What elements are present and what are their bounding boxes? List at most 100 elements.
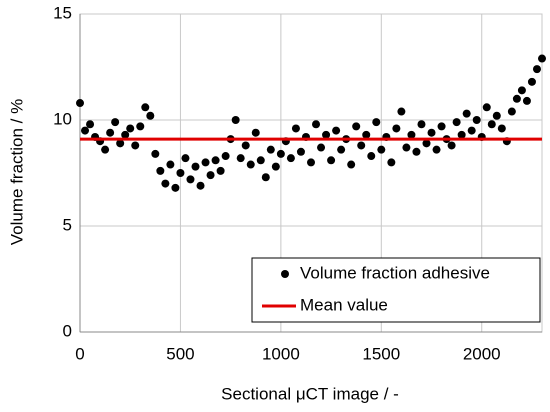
data-point [437,122,446,131]
y-tick-label: 10 [53,109,72,128]
data-point [357,141,366,150]
y-axis-label: Volume fraction / % [7,99,26,245]
data-point [367,152,376,161]
legend-label: Mean value [300,295,388,314]
data-point [186,175,195,184]
data-point [407,130,416,139]
data-point [261,173,270,182]
data-point [211,156,220,165]
data-point [231,116,240,124]
data-point [141,103,150,112]
data-point [156,166,165,175]
data-point [201,158,210,167]
data-point [126,124,135,133]
data-point [377,145,386,154]
data-point [161,179,170,188]
data-point [291,124,300,133]
data-point [538,54,546,63]
data-point [146,111,155,120]
data-point [86,120,95,129]
data-point [101,145,110,154]
data-point [427,128,436,137]
data-point [266,145,275,154]
data-point [307,158,315,167]
data-point [286,154,295,163]
data-point [497,124,506,133]
data-point [166,160,175,169]
data-point [221,152,230,161]
data-point [362,130,371,139]
data-point [271,162,280,171]
data-point [517,86,526,95]
data-point [397,107,406,116]
data-point [527,77,536,86]
data-point [372,118,381,127]
data-point [392,124,401,133]
data-point [111,118,120,127]
data-point [412,147,421,156]
x-tick-label: 2000 [463,344,501,363]
data-point [121,130,130,139]
data-point [296,147,305,156]
data-point [337,145,346,154]
data-point [76,99,84,108]
data-point [81,126,90,135]
data-point [106,128,115,137]
data-point [447,141,456,150]
data-point [347,160,356,169]
data-point [422,139,431,148]
data-point [176,169,185,177]
x-tick-label: 0 [75,344,84,363]
y-tick-label: 15 [53,3,72,22]
data-point [131,141,140,150]
data-point [492,111,501,120]
data-point [136,122,145,131]
data-point [482,103,491,112]
data-point [512,94,521,103]
data-point [417,120,426,129]
data-point [276,149,285,158]
data-point [457,130,466,139]
data-point [116,139,125,148]
y-tick-label: 0 [63,321,72,340]
x-axis-label: Sectional μCT image / - [221,384,399,403]
data-point [332,126,341,135]
data-point [312,120,321,129]
data-point [507,107,516,116]
data-point [236,154,245,163]
y-tick-label: 5 [63,215,72,234]
data-point [256,156,265,165]
data-point [191,162,200,171]
legend-label: Volume fraction adhesive [300,263,490,282]
data-point [452,118,461,127]
data-point [387,158,396,167]
data-point [402,143,411,152]
x-tick-label: 500 [166,344,194,363]
data-point [196,181,205,190]
data-point [151,149,160,158]
data-point [241,141,250,150]
data-point [532,65,541,74]
data-point [487,120,496,129]
data-point [432,145,441,154]
data-point [216,166,225,175]
legend-marker [281,270,289,278]
data-point [327,156,336,165]
data-point [522,96,531,105]
data-point [181,154,190,163]
data-point [246,160,255,169]
data-point [352,122,361,131]
legend-box [251,257,541,323]
data-point [251,128,260,137]
data-point [206,171,215,180]
data-point [472,116,481,124]
x-tick-label: 1500 [362,344,400,363]
data-point [322,130,331,139]
data-point [317,143,326,152]
data-point [467,126,476,135]
x-tick-label: 1000 [262,344,300,363]
data-point [171,183,180,192]
data-point [462,109,471,118]
